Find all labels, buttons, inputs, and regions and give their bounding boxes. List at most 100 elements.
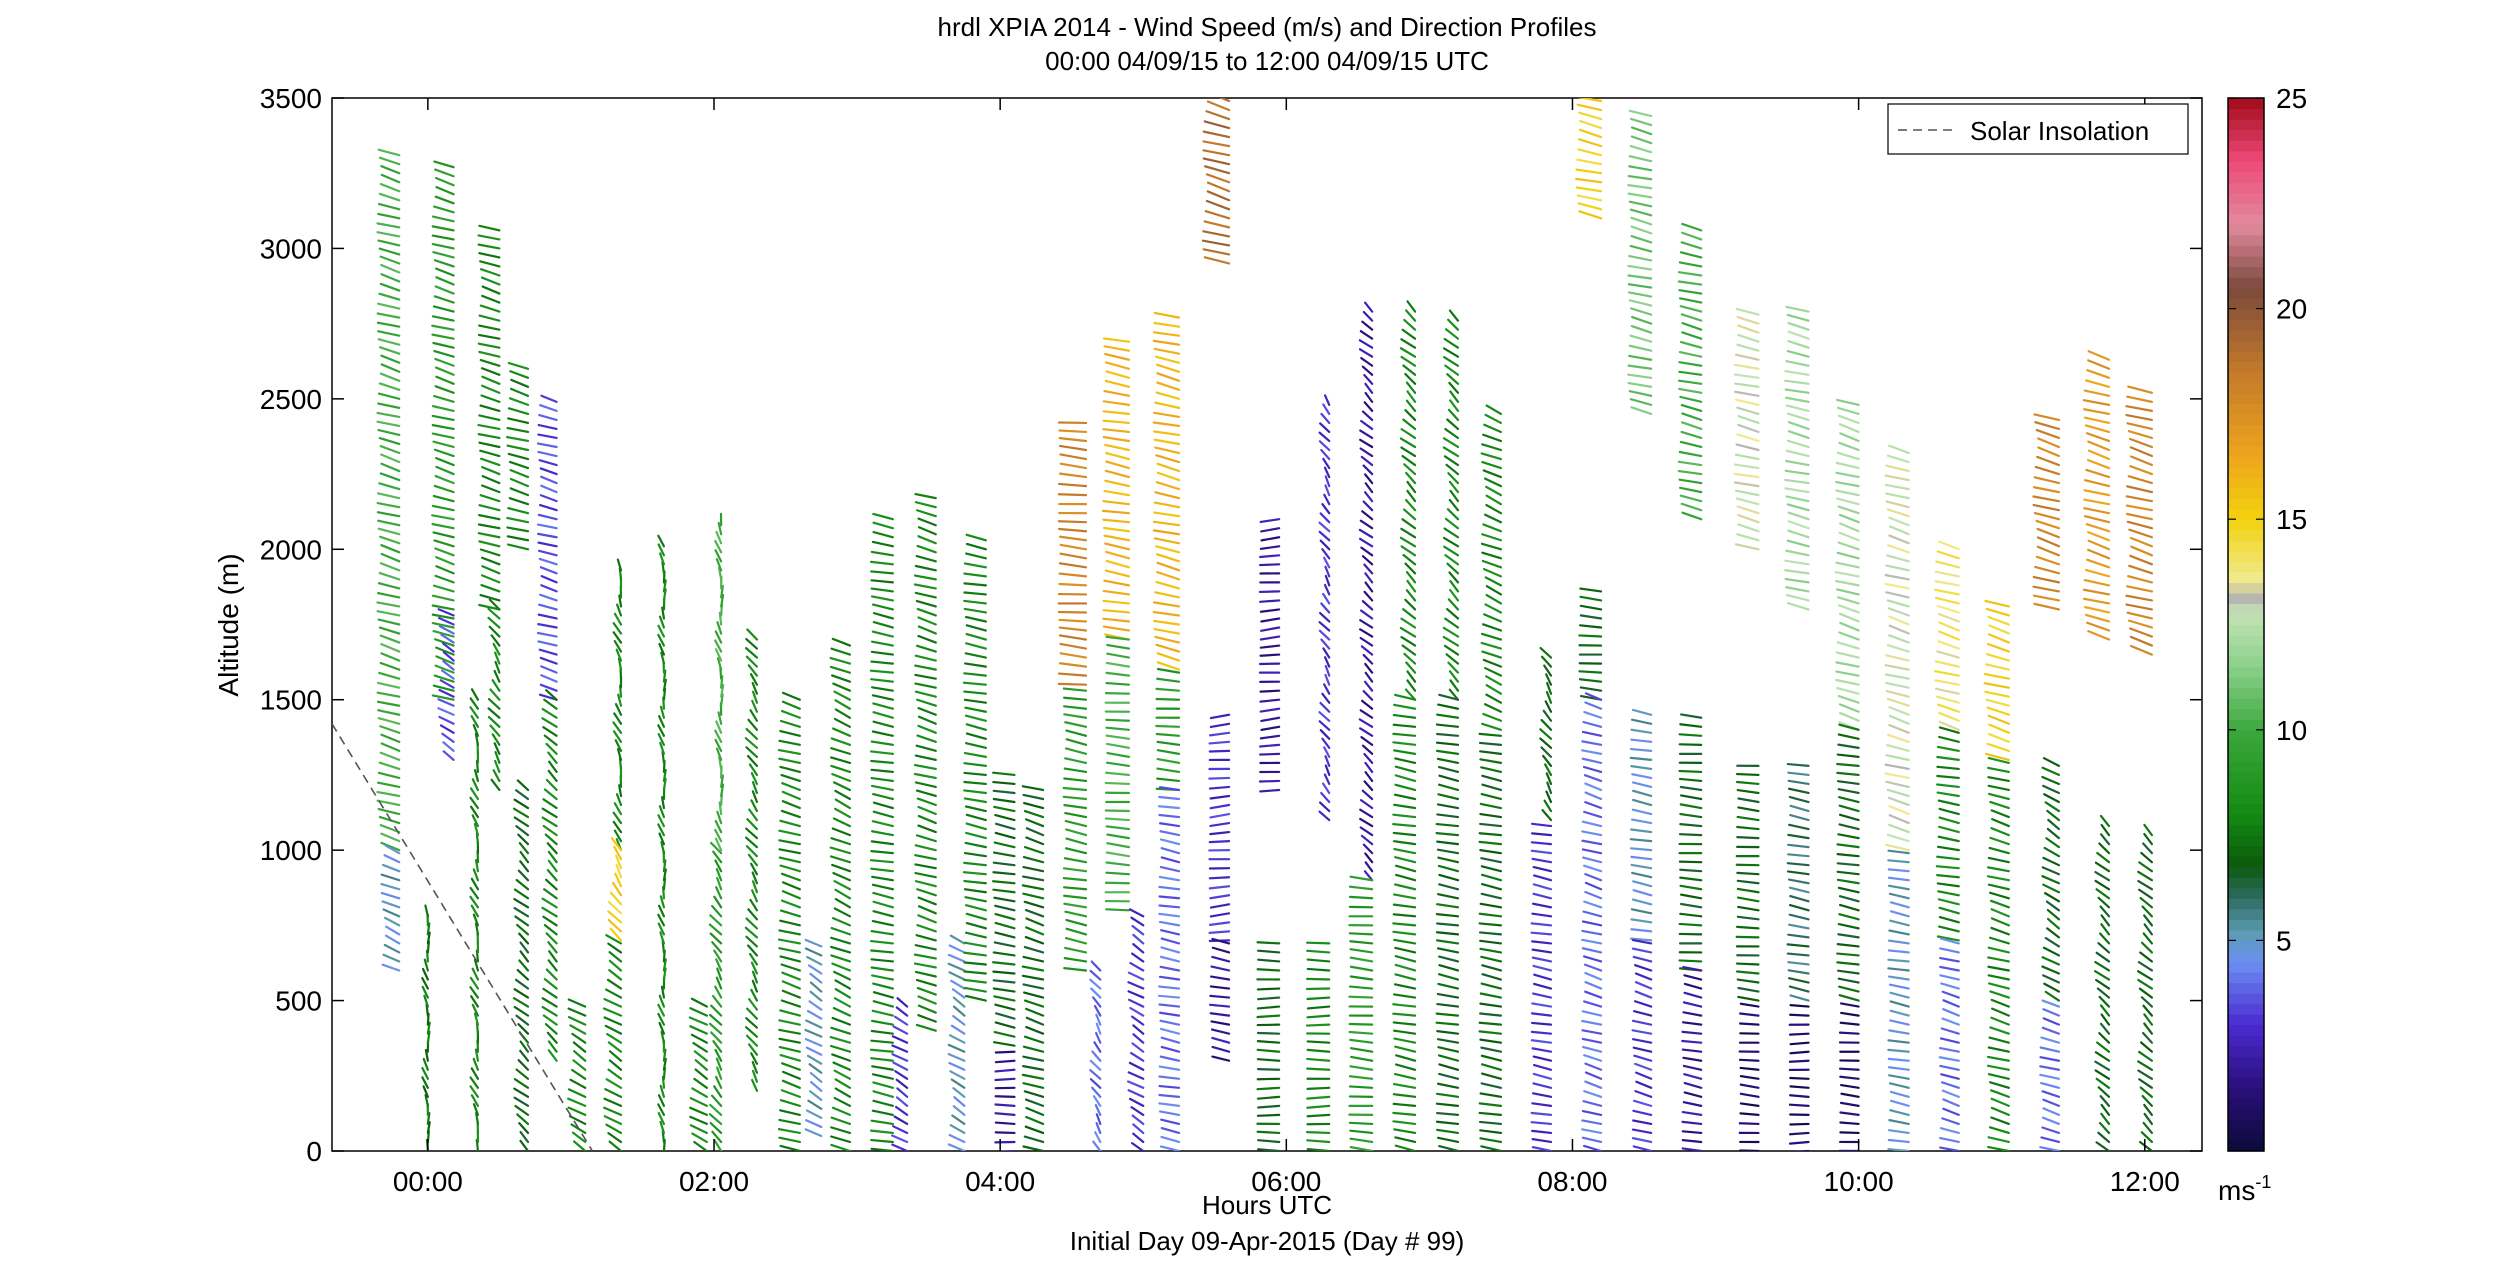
wind-barb xyxy=(1403,652,1417,665)
wind-barb xyxy=(383,916,401,927)
wind-barb xyxy=(1024,935,1045,945)
wind-barb xyxy=(571,1032,587,1044)
wind-barb xyxy=(1320,791,1331,804)
wind-barb xyxy=(1678,959,1703,963)
wind-barb xyxy=(431,414,455,422)
wind-barb xyxy=(1021,974,1045,981)
wind-barb xyxy=(1987,856,2010,864)
wind-barb xyxy=(1256,941,1281,945)
wind-barb xyxy=(509,370,530,379)
wind-barb xyxy=(1786,952,1810,957)
wind-barb xyxy=(1159,830,1181,837)
wind-barb xyxy=(718,611,723,626)
wind-barb xyxy=(1885,500,1910,509)
wind-barb xyxy=(472,724,480,737)
wind-barb xyxy=(1023,1090,1045,1098)
wind-barb xyxy=(808,1090,823,1101)
wind-barb xyxy=(1104,352,1131,361)
wind-barb xyxy=(809,972,823,984)
wind-barb xyxy=(830,747,852,755)
wind-barb xyxy=(965,831,987,840)
wind-barb xyxy=(994,1103,1016,1107)
wind-barb xyxy=(433,349,455,358)
wind-barb xyxy=(714,648,723,662)
wind-barb xyxy=(1789,994,1810,1002)
wind-barb xyxy=(1584,692,1603,701)
wind-barb xyxy=(1306,1005,1331,1010)
wind-barb xyxy=(1628,109,1653,118)
wind-barb xyxy=(1023,991,1045,999)
wind-barb xyxy=(1058,626,1088,632)
wind-barb xyxy=(1680,241,1703,250)
wind-barb xyxy=(965,542,987,551)
wind-barb xyxy=(424,1093,429,1107)
wind-barb xyxy=(377,392,401,400)
wind-barb xyxy=(547,1040,558,1053)
wind-barb xyxy=(915,509,937,518)
wind-barb xyxy=(947,953,966,963)
wind-barb xyxy=(1442,635,1460,647)
wind-barb xyxy=(1890,910,1910,918)
wind-barb xyxy=(2036,455,2061,467)
wind-barb xyxy=(1934,588,1960,596)
wind-barb xyxy=(477,433,501,440)
wind-barb xyxy=(378,626,401,635)
wind-barb xyxy=(1480,542,1503,551)
wind-barb xyxy=(1584,981,1603,990)
wind-barb xyxy=(380,453,401,464)
wind-barb xyxy=(780,999,801,1008)
wind-barb xyxy=(748,952,759,966)
wind-barb xyxy=(1679,723,1703,728)
colorbar-band xyxy=(2228,203,2264,215)
wind-barb xyxy=(442,651,455,662)
wind-barb xyxy=(2039,1046,2061,1053)
wind-barb xyxy=(1934,580,1960,587)
wind-barb xyxy=(1259,752,1281,756)
wind-barb xyxy=(1886,788,1910,798)
wind-barb xyxy=(745,655,759,668)
wind-barb xyxy=(1836,588,1860,596)
wind-barb xyxy=(2034,565,2061,575)
wind-barb xyxy=(1886,833,1910,843)
wind-barb xyxy=(1836,406,1860,415)
wind-barb xyxy=(2094,960,2111,972)
wind-barb xyxy=(709,1122,723,1135)
colorbar-band xyxy=(2228,582,2264,594)
x-axis-label: Hours UTC xyxy=(1202,1190,1332,1220)
wind-barb xyxy=(1936,791,1960,798)
wind-barb xyxy=(662,967,667,981)
wind-barb xyxy=(965,533,987,542)
wind-barb xyxy=(608,969,623,981)
wind-barb xyxy=(657,1012,666,1026)
wind-barb xyxy=(2126,422,2154,431)
wind-barb xyxy=(1022,865,1045,873)
wind-barb xyxy=(1063,767,1088,774)
wind-barb xyxy=(1156,363,1181,373)
wind-barb xyxy=(963,861,987,867)
wind-barb xyxy=(1629,117,1653,127)
wind-barb xyxy=(604,1024,623,1035)
wind-barb xyxy=(1104,443,1131,452)
wind-barb xyxy=(1324,664,1331,677)
wind-barb xyxy=(1734,382,1760,388)
wind-barb xyxy=(1533,982,1553,990)
wind-barb xyxy=(1988,723,2010,734)
wind-barb xyxy=(2137,1060,2154,1071)
wind-barb xyxy=(1990,926,2010,936)
wind-barb xyxy=(2125,495,2154,503)
wind-barb xyxy=(1059,543,1088,551)
wind-barb xyxy=(1022,875,1045,882)
wind-barb xyxy=(1402,553,1417,566)
wind-barb xyxy=(1631,947,1653,954)
wind-barb xyxy=(994,1050,1016,1054)
wind-barb xyxy=(963,662,987,668)
colorbar-tick-label: 5 xyxy=(2276,925,2292,956)
wind-barb xyxy=(1936,745,1960,752)
wind-barb xyxy=(965,642,987,650)
wind-barb xyxy=(377,428,401,437)
colorbar-band xyxy=(2228,708,2264,720)
wind-barb xyxy=(830,647,852,656)
wind-barb xyxy=(1436,840,1460,846)
wind-barb xyxy=(2087,359,2111,370)
wind-barb xyxy=(715,530,723,545)
